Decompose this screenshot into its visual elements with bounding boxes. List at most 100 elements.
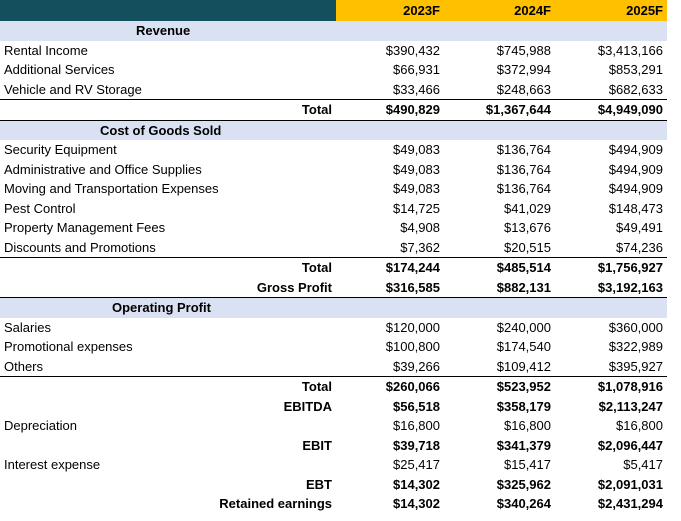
opex-total-label: Total: [0, 376, 336, 397]
cell-2023: $14,302: [393, 476, 440, 492]
cell-2023: $14,725: [393, 200, 440, 216]
row-label: Additional Services: [4, 62, 115, 78]
section-title-cogs: Cost of Goods Sold: [0, 120, 336, 140]
cell-2024: $341,379: [496, 437, 551, 453]
ebt-row: EBT $14,302 $325,962 $2,091,031: [0, 475, 667, 495]
cell-2023: $120,000: [385, 319, 440, 335]
cell-2023: $490,829: [336, 99, 444, 121]
revenue-total-label: Total: [0, 99, 336, 121]
opex-total-row: Total $260,066 $523,952 $1,078,916: [0, 376, 667, 397]
table-row: Others $39,266 $109,412 $395,927: [0, 357, 667, 377]
depreciation-label: Depreciation: [4, 418, 77, 434]
cell-2024: $485,514: [444, 257, 555, 278]
cell-2025: $2,113,247: [598, 398, 663, 414]
cell-2023: $66,931: [393, 62, 440, 78]
ebit-label: EBIT: [302, 437, 332, 453]
section-title-revenue: Revenue: [0, 21, 336, 41]
ebt-label: EBT: [306, 476, 332, 492]
cell-2024: $136,764: [496, 181, 551, 197]
cogs-total-label: Total: [0, 257, 336, 278]
cell-2024: $16,800: [504, 418, 551, 434]
table-row: Salaries $120,000 $240,000 $360,000: [0, 318, 667, 338]
cell-2025: $148,473: [608, 200, 663, 216]
cell-2023: $25,417: [393, 457, 440, 473]
cell-2025: $2,096,447: [597, 437, 663, 453]
cell-2024: $240,000: [496, 319, 551, 335]
cell-2023: $260,066: [336, 376, 444, 397]
cell-2024: $1,367,644: [444, 99, 555, 121]
cell-2023: $316,585: [336, 277, 444, 298]
cell-2024: $248,663: [496, 81, 551, 97]
cell-2025: $3,192,163: [555, 277, 667, 298]
cell-2023: $49,083: [393, 181, 440, 197]
row-label: Property Management Fees: [4, 220, 166, 236]
cell-2023: $16,800: [393, 418, 440, 434]
cell-2024: $325,962: [496, 476, 551, 492]
cell-2024: $358,179: [496, 398, 551, 414]
row-label: Moving and Transportation Expenses: [4, 181, 219, 197]
cell-2023: $100,800: [385, 339, 440, 355]
cell-2024: $20,515: [504, 239, 551, 255]
cell-2023: $390,432: [385, 42, 440, 58]
income-statement-table: 2023F 2024F 2025F Revenue Rental Income …: [0, 0, 667, 514]
cell-2025: $49,491: [616, 220, 663, 236]
row-label: Security Equipment: [4, 142, 117, 158]
interest-expense-label: Interest expense: [4, 457, 101, 473]
cell-2024: $882,131: [444, 277, 555, 298]
cell-2025: $395,927: [608, 358, 663, 374]
table-row: Security Equipment $49,083 $136,764 $494…: [0, 140, 667, 160]
cell-2025: $2,091,031: [597, 476, 663, 492]
cell-2023: $4,908: [400, 220, 440, 236]
ebitda-row: EBITDA $56,518 $358,179 $2,113,247: [0, 397, 667, 417]
cell-2024: $745,988: [496, 42, 551, 58]
cell-2025: $322,989: [608, 339, 663, 355]
row-label: Others: [4, 358, 44, 374]
cell-2025: $1,756,927: [555, 257, 667, 278]
cell-2025: $682,633: [608, 81, 663, 97]
retained-earnings-row: Retained earnings $14,302 $340,264 $2,43…: [0, 494, 667, 514]
cell-2023: $39,718: [393, 437, 440, 453]
table-row: Property Management Fees $4,908 $13,676 …: [0, 218, 667, 238]
cell-2025: $4,949,090: [555, 99, 667, 121]
cell-2023: $174,244: [336, 257, 444, 278]
header-corner-cell: [0, 0, 336, 21]
row-label: Pest Control: [4, 200, 76, 216]
cogs-total-row: Total $174,244 $485,514 $1,756,927: [0, 257, 667, 278]
cell-2024: $15,417: [504, 457, 551, 473]
interest-expense-row: Interest expense $25,417 $15,417 $5,417: [0, 455, 667, 475]
section-header-cogs: Cost of Goods Sold: [0, 120, 667, 140]
gross-profit-label: Gross Profit: [0, 277, 336, 298]
cell-2024: $41,029: [504, 200, 551, 216]
cell-2025: $494,909: [608, 161, 663, 177]
cell-2023: $56,518: [393, 398, 440, 414]
section-header-operating-profit: Operating Profit: [0, 297, 667, 318]
section-title-operating-profit: Operating Profit: [0, 297, 336, 318]
row-label: Discounts and Promotions: [4, 239, 156, 255]
cell-2023: $33,466: [393, 81, 440, 97]
row-label: Vehicle and RV Storage: [4, 81, 142, 97]
cell-2023: $49,083: [393, 161, 440, 177]
retained-earnings-label: Retained earnings: [219, 496, 332, 512]
row-label: Salaries: [4, 319, 51, 335]
cell-2025: $1,078,916: [555, 376, 667, 397]
year-header-2023: 2023F: [336, 0, 444, 21]
table-row: Discounts and Promotions $7,362 $20,515 …: [0, 238, 667, 258]
table-row: Vehicle and RV Storage $33,466 $248,663 …: [0, 80, 667, 100]
cell-2025: $853,291: [608, 62, 663, 78]
cell-2023: $39,266: [393, 358, 440, 374]
ebit-row: EBIT $39,718 $341,379 $2,096,447: [0, 436, 667, 456]
row-label: Promotional expenses: [4, 339, 133, 355]
cell-2024: $109,412: [496, 358, 551, 374]
header-row: 2023F 2024F 2025F: [0, 0, 667, 21]
section-header-revenue: Revenue: [0, 21, 667, 41]
depreciation-row: Depreciation $16,800 $16,800 $16,800: [0, 416, 667, 436]
cell-2023: $7,362: [400, 239, 440, 255]
row-label: Rental Income: [4, 42, 88, 58]
table-row: Additional Services $66,931 $372,994 $85…: [0, 60, 667, 80]
row-label: Administrative and Office Supplies: [4, 161, 202, 177]
cell-2023: $14,302: [393, 496, 440, 512]
cell-2024: $372,994: [496, 62, 551, 78]
cell-2024: $523,952: [444, 376, 555, 397]
cell-2024: $136,764: [496, 142, 551, 158]
